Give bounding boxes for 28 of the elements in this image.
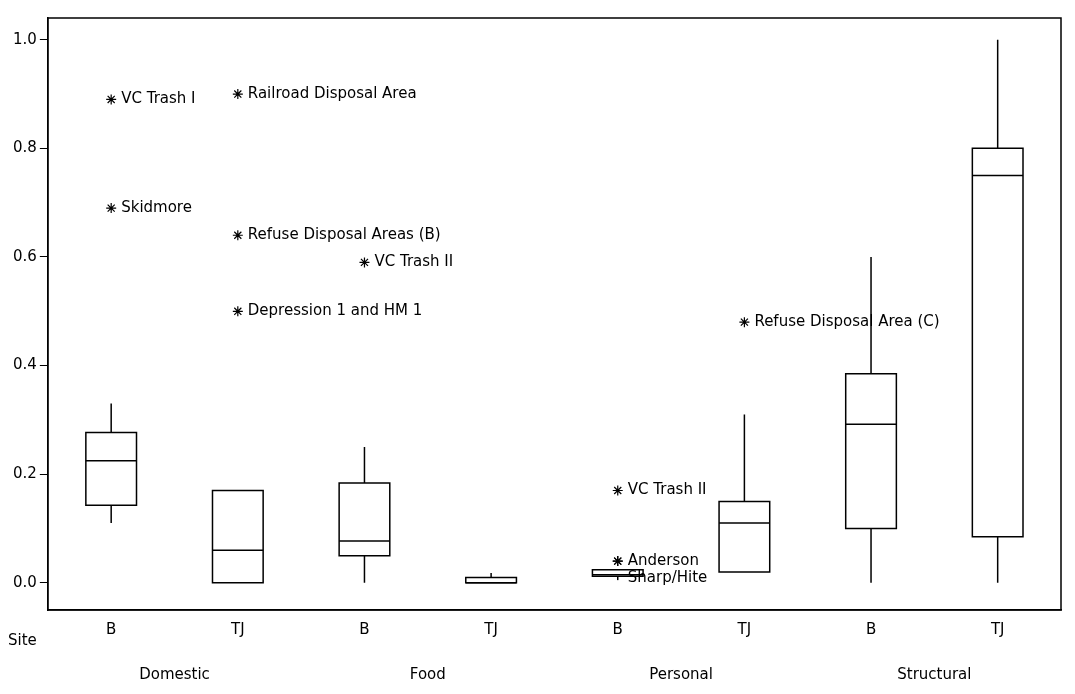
text: Domestic xyxy=(139,665,210,684)
x-tick-label: TJ xyxy=(989,619,1005,638)
text: Structural xyxy=(897,665,972,684)
y-tick-label: 0.0 xyxy=(13,572,37,591)
x-tick-label: B xyxy=(865,619,877,638)
annotation: Refuse Disposal Areas (B) xyxy=(247,225,441,244)
text: Food xyxy=(409,665,446,684)
text: Personal xyxy=(649,665,713,684)
x-tick-label: TJ xyxy=(483,619,498,638)
annotation: Depression 1 and HM 1 xyxy=(247,301,423,320)
x-tick-label: B xyxy=(359,619,370,638)
y-tick-label: 0.6 xyxy=(13,246,37,265)
y-tick-label: 1.0 xyxy=(13,29,37,48)
annotation: VC Trash II xyxy=(627,480,707,499)
annotation: VC Trash II xyxy=(374,252,454,271)
annotation: Sharp/Hite xyxy=(627,568,708,587)
x-tick-label: TJ xyxy=(230,619,245,638)
x-tick-label: TJ xyxy=(736,619,752,638)
annotation: VC Trash I xyxy=(121,89,196,108)
y-tick-label: 0.2 xyxy=(13,464,37,483)
annotation: Anderson xyxy=(627,551,699,570)
annotation: Railroad Disposal Area xyxy=(247,83,417,102)
x-tick-label: B xyxy=(612,619,623,638)
x-tick-label: B xyxy=(106,619,117,638)
annotation: Skidmore xyxy=(121,197,192,216)
y-tick-label: 0.4 xyxy=(13,355,37,374)
x-axis-title: Site xyxy=(8,631,37,650)
y-tick-label: 0.8 xyxy=(13,138,37,157)
